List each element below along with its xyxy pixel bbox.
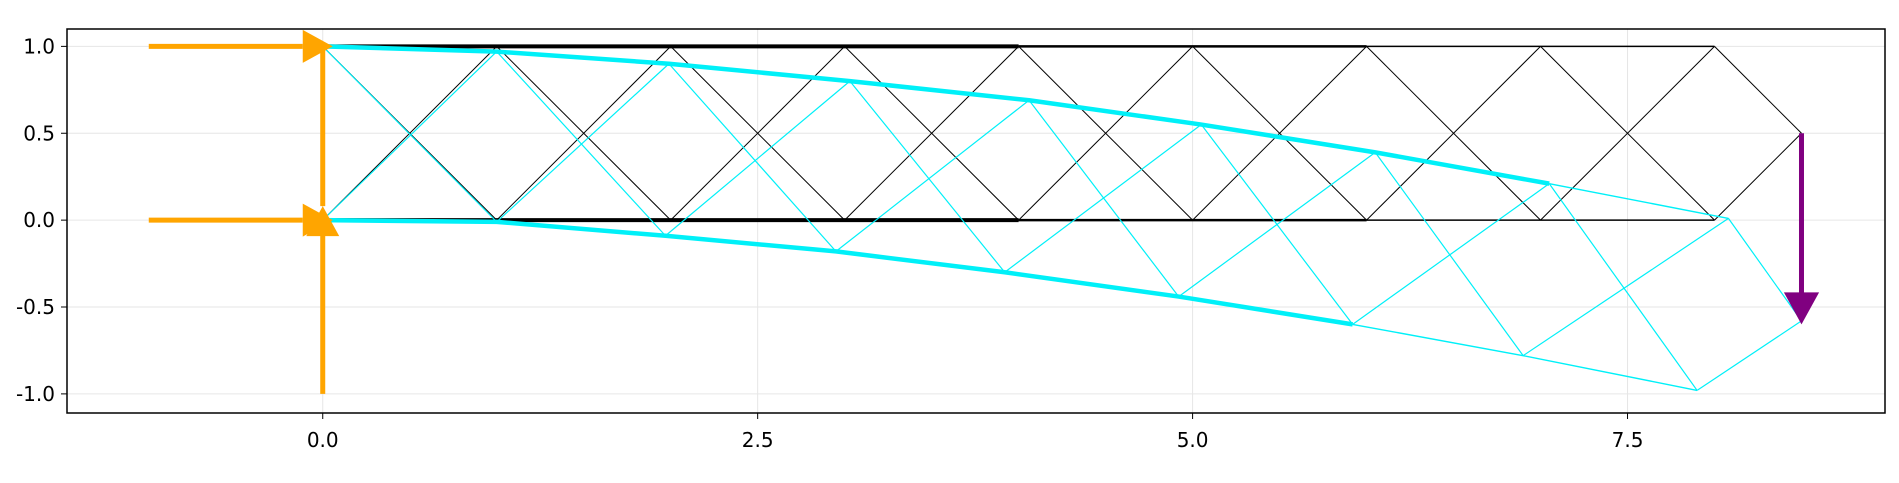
deformed-member [849, 80, 1006, 273]
deformed-member [1522, 217, 1729, 357]
deformed-member [1028, 99, 1180, 297]
deformed-member [1548, 183, 1698, 391]
y-tick-label: -0.5 [16, 295, 55, 319]
y-tick-label: 0.0 [23, 208, 55, 232]
deformed-chord [322, 44, 1550, 186]
original-member [844, 46, 1019, 221]
deformed-member [668, 63, 837, 252]
x-tick-label: 7.5 [1612, 428, 1644, 452]
load-arrows [1783, 133, 1820, 325]
x-tick-label: 0.0 [307, 428, 339, 452]
deformed-member [1727, 218, 1802, 322]
deformed-member [1200, 124, 1354, 325]
y-axis-ticks: 1.0 0.5 0.0 -0.5 -1.0 [16, 34, 67, 406]
original-member [496, 46, 672, 221]
deformed-truss [322, 44, 1802, 392]
deformed-member [1374, 152, 1524, 357]
original-member [1540, 46, 1715, 221]
deformed-member [665, 80, 851, 237]
deformed-member [496, 51, 666, 237]
deformed-member [1696, 320, 1802, 391]
deformed-member [322, 51, 498, 221]
load-arrow-head [1783, 292, 1820, 325]
deformed-member [496, 63, 670, 223]
support-arrow-head [302, 29, 333, 63]
deformed-chord [1352, 323, 1698, 392]
x-tick-label: 2.5 [742, 428, 774, 452]
deformed-chord [322, 217, 1354, 327]
deformed-member [1004, 124, 1202, 273]
deformed-member [1352, 183, 1550, 325]
x-axis-ticks: 0.0 2.5 5.0 7.5 [307, 413, 1644, 452]
plot-frame [66, 28, 1886, 414]
original-member [1714, 46, 1802, 134]
support-arrow-head [306, 206, 340, 237]
deformed-member [835, 99, 1030, 252]
original-member [1192, 46, 1367, 221]
original-member [670, 46, 846, 221]
x-tick-label: 5.0 [1177, 428, 1209, 452]
original-member [1366, 46, 1541, 221]
support-arrows [148, 29, 340, 394]
original-member [1018, 46, 1193, 221]
deformed-member [322, 45, 498, 223]
y-tick-label: 0.5 [23, 121, 55, 145]
original-member [1714, 132, 1802, 221]
y-tick-label: -1.0 [16, 382, 55, 406]
y-tick-label: 1.0 [23, 34, 55, 58]
deformed-chord [1549, 182, 1729, 220]
